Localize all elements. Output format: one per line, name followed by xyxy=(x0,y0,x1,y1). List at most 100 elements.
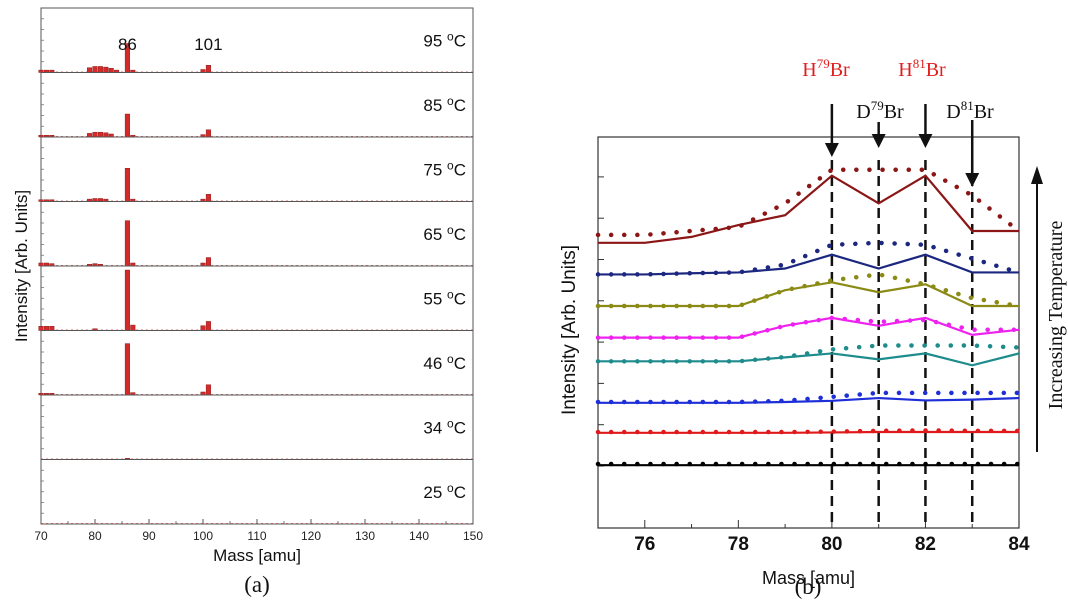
series-line-7 xyxy=(598,174,1019,244)
series-dots-1 xyxy=(595,428,1022,435)
temperature-unit-c: C xyxy=(454,354,466,373)
series-dots-4 xyxy=(595,315,1022,340)
temperature-value: 85 xyxy=(423,96,447,115)
peak-label-86: 86 xyxy=(118,35,137,54)
bar-82-95 xyxy=(103,66,109,73)
bar-80-95 xyxy=(92,66,98,73)
annotation-3: D81Br xyxy=(946,98,994,123)
series-dots-2 xyxy=(595,390,1022,405)
temperature-unit-c: C xyxy=(454,289,466,308)
bar-81-95 xyxy=(97,66,103,73)
bar-82-85 xyxy=(103,132,109,138)
series-dots-3 xyxy=(595,343,1022,364)
temperature-label: 85 oC xyxy=(423,94,466,115)
x-tick-label: 90 xyxy=(142,529,156,543)
temperature-label: 55 oC xyxy=(423,287,466,308)
annotation-2: H81Br xyxy=(898,56,946,81)
temperature-unit: o xyxy=(447,481,454,495)
annotation-arrow-head xyxy=(918,134,933,148)
temperature-unit-c: C xyxy=(454,31,466,50)
x-tick-label: 120 xyxy=(301,529,321,543)
bar-83-95 xyxy=(108,68,114,73)
temperature-label: 75 oC xyxy=(423,158,466,179)
bar-86-55 xyxy=(124,269,130,331)
bar-100-55 xyxy=(200,325,206,331)
panel-b: 76 78 80 82 84H79BrD79BrH81BrD81BrIncreasing… xyxy=(559,56,1067,599)
x-tick-label: 100 xyxy=(193,529,213,543)
bar-86-46 xyxy=(124,343,130,396)
annotation-arrow-head xyxy=(965,173,980,187)
annotation-tail: Br xyxy=(926,59,946,81)
bar-70-55 xyxy=(38,326,44,331)
temperature-value: 46 xyxy=(423,354,447,373)
bar-101-65 xyxy=(205,257,211,267)
bar-101-95 xyxy=(205,65,211,73)
series-dots-5 xyxy=(595,272,1022,309)
annotation-base: D xyxy=(856,101,870,123)
x-tick-label: 78 xyxy=(728,534,749,555)
temperature-value: 65 xyxy=(423,225,447,244)
temperature-unit-c: C xyxy=(454,225,466,244)
bar-80-85 xyxy=(92,131,98,138)
y-axis-label: Intensity [Arb. Units] xyxy=(559,245,580,415)
x-axis-label: Mass [amu] xyxy=(213,546,301,565)
temperature-value: 95 xyxy=(423,31,447,50)
temperature-value: 75 xyxy=(423,160,447,179)
bar-71-55 xyxy=(43,326,49,331)
series-line-4 xyxy=(598,316,1020,339)
bar-81-85 xyxy=(97,131,103,138)
series-line-6 xyxy=(598,253,1019,276)
x-tick-label: 80 xyxy=(821,534,842,555)
temperature-value: 55 xyxy=(423,289,447,308)
annotation-tail: Br xyxy=(884,101,904,123)
temperature-unit: o xyxy=(447,416,454,430)
temperature-label: 46 oC xyxy=(423,352,466,373)
x-tick-label: 76 xyxy=(634,534,655,555)
annotation-tail: Br xyxy=(974,101,994,123)
x-tick-label: 130 xyxy=(355,529,375,543)
x-tick-label: 140 xyxy=(409,529,429,543)
bar-86-65 xyxy=(124,220,130,267)
series-line-5 xyxy=(598,281,1019,308)
bar-79-85 xyxy=(87,133,93,138)
x-tick-label: 150 xyxy=(463,529,483,543)
peak-label-101: 101 xyxy=(194,35,222,54)
temperature-value: 25 xyxy=(423,483,447,502)
x-axis-label: Mass [amu] xyxy=(762,568,855,588)
x-tick-label: 70 xyxy=(34,529,48,543)
bar-101-55 xyxy=(205,321,211,331)
annotation-0: H79Br xyxy=(802,56,850,81)
panel-caption-b: (b) xyxy=(795,574,822,599)
temperature-unit: o xyxy=(447,94,454,108)
bar-86-75 xyxy=(124,168,130,202)
temperature-unit-c: C xyxy=(454,418,466,437)
y-axis-label: Intensity [Arb. Units] xyxy=(12,190,31,342)
bar-101-75 xyxy=(205,194,211,202)
annotation-1: D79Br xyxy=(856,98,904,123)
temperature-unit: o xyxy=(447,29,454,43)
annotation-isotope: 79 xyxy=(817,56,830,71)
temperature-label: 34 oC xyxy=(423,416,466,437)
bar-72-55 xyxy=(49,326,55,331)
side-label: Increasing Temperature xyxy=(1045,221,1067,410)
bar-87-55 xyxy=(130,324,136,331)
series-dots-6 xyxy=(595,240,1022,277)
annotation-isotope: 79 xyxy=(871,98,884,113)
temperature-unit: o xyxy=(447,223,454,237)
series-line-2 xyxy=(598,396,1020,404)
annotation-tail: Br xyxy=(830,59,850,81)
temperature-value: 34 xyxy=(423,418,447,437)
bar-86-85 xyxy=(124,113,130,138)
temperature-unit-c: C xyxy=(454,483,466,502)
x-tick-label: 80 xyxy=(88,529,102,543)
annotation-base: H xyxy=(898,59,912,81)
panel-caption-a: (a) xyxy=(244,572,270,597)
x-tick-label: 110 xyxy=(247,529,266,543)
annotation-arrow-head xyxy=(824,143,839,157)
x-tick-label: 84 xyxy=(1008,534,1030,555)
bar-101-85 xyxy=(205,129,211,138)
temperature-unit-c: C xyxy=(454,160,466,179)
